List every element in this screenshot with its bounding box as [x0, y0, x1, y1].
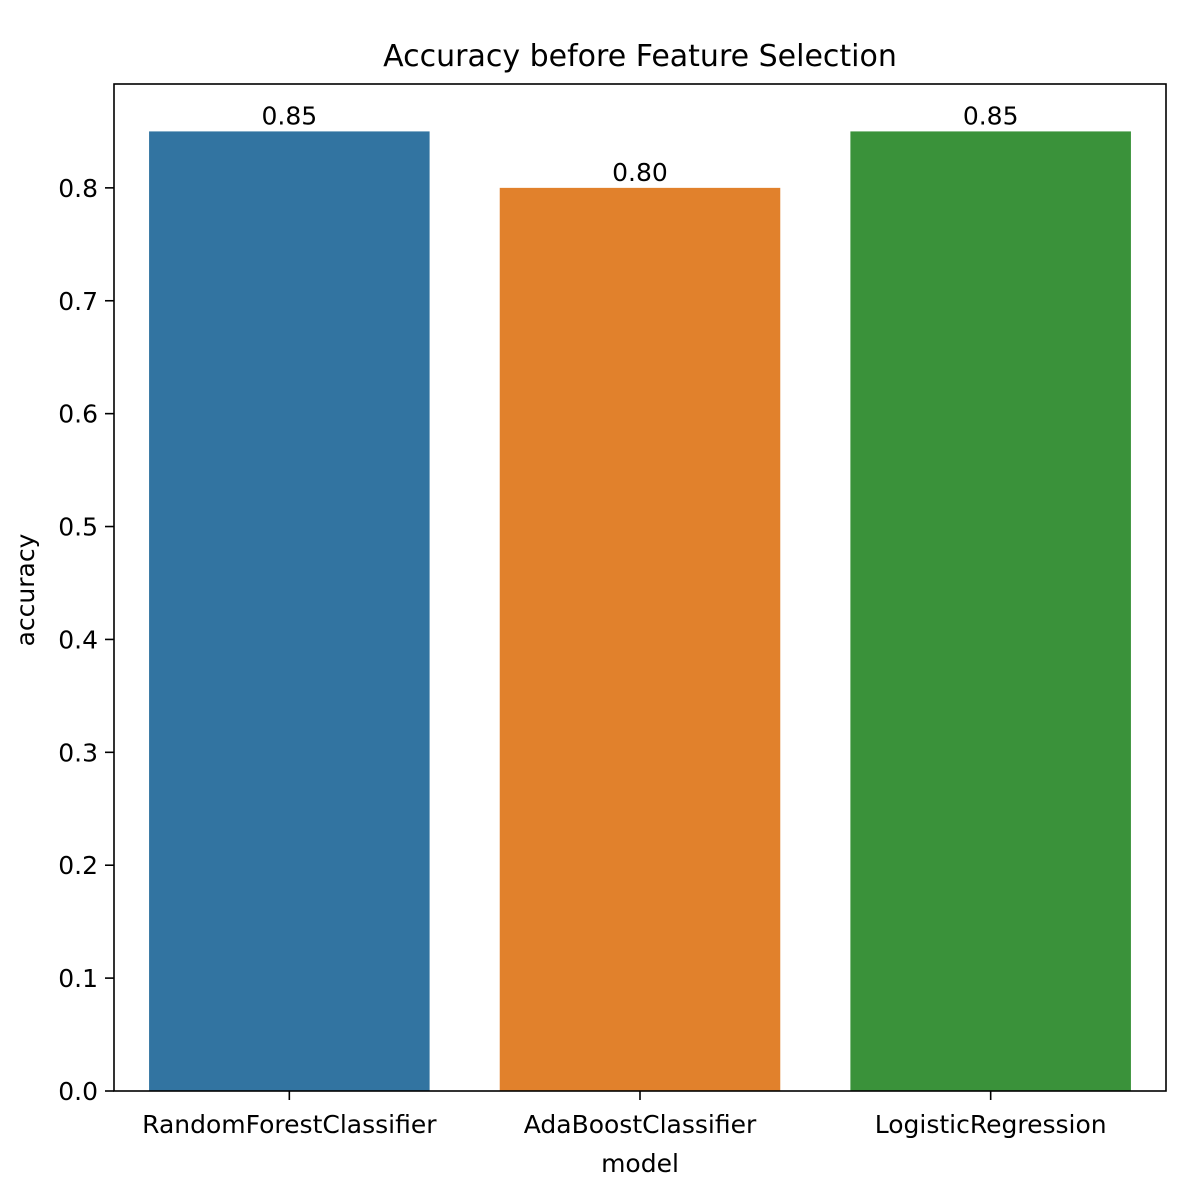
bar-value-label: 0.85 [261, 101, 317, 130]
bars-layer [149, 131, 1131, 1092]
x-tick-label: RandomForestClassifier [142, 1110, 437, 1139]
y-tick-label: 0.8 [58, 174, 98, 203]
plot-frame [113, 83, 1167, 1092]
value-labels-layer: 0.85 0.80 0.85 [261, 101, 1018, 186]
y-tick-label: 0.2 [58, 851, 98, 880]
y-axis: 0.0 0.1 0.2 0.3 0.4 0.5 0.6 0.7 0.8 [58, 174, 114, 1106]
bar-value-label: 0.85 [963, 101, 1019, 130]
x-axis-label: model [601, 1149, 679, 1178]
y-tick-label: 0.0 [58, 1077, 98, 1106]
bar-AdaBoostClassifier [499, 187, 781, 1092]
chart-title: Accuracy before Feature Selection [383, 39, 897, 74]
x-tick-label: LogisticRegression [875, 1110, 1107, 1139]
bar-RandomForestClassifier [149, 131, 430, 1091]
y-tick-label: 0.1 [58, 964, 98, 993]
y-tick-label: 0.5 [58, 513, 98, 542]
y-tick-label: 0.3 [58, 738, 98, 767]
bar-LogisticRegression [850, 131, 1131, 1091]
bar-value-label: 0.80 [612, 158, 668, 187]
y-tick-label: 0.6 [58, 400, 98, 429]
y-tick-label: 0.7 [58, 287, 98, 316]
x-tick-label: AdaBoostClassifier [524, 1110, 757, 1139]
y-tick-label: 0.4 [58, 625, 98, 654]
y-axis-label: accuracy [11, 533, 40, 646]
x-axis: RandomForestClassifier AdaBoostClassifier… [142, 1091, 1107, 1139]
